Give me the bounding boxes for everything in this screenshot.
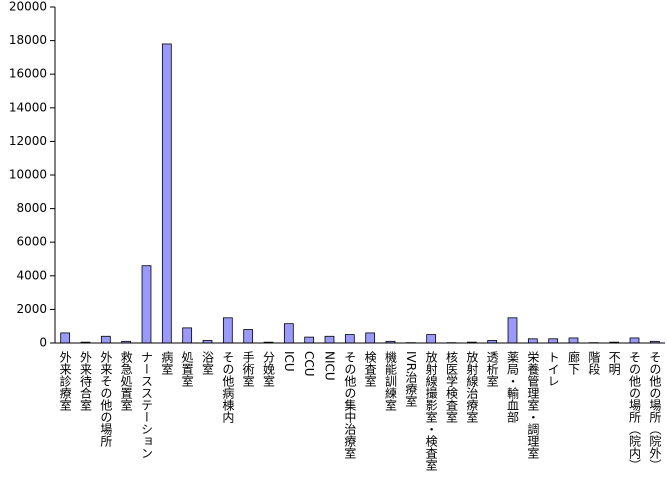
x-tick-label: 外来待合室: [79, 351, 93, 411]
x-tick-label: 分娩室: [262, 351, 276, 387]
bar: [100, 335, 111, 344]
bar: [304, 336, 315, 344]
y-tick-label: 12000: [9, 134, 47, 148]
bar: [161, 43, 172, 344]
bar: [507, 317, 518, 344]
x-tick-label: 機能訓練室: [384, 350, 398, 411]
bar: [283, 323, 294, 344]
x-tick-label: 放射線撮影室・検査室: [424, 350, 438, 471]
y-tick-label: 6000: [16, 235, 47, 249]
x-tick-label: 手術室: [241, 351, 255, 387]
x-tick-label: ナースステーション: [140, 351, 154, 459]
x-tick-label: 処置室: [180, 351, 194, 387]
y-tick-label: 8000: [16, 201, 47, 215]
bar: [629, 337, 640, 344]
bar: [527, 338, 538, 344]
x-tick-label: 放射線治療室: [465, 350, 479, 423]
y-tick-label: 2000: [16, 302, 47, 316]
bar: [141, 265, 152, 344]
y-tick-label: 20000: [9, 0, 47, 14]
x-tick-label: 外来その他の場所: [99, 351, 113, 447]
bar: [324, 335, 335, 344]
x-tick-label: その他の場所（院内）: [628, 351, 642, 471]
x-tick-label: CCU: [302, 351, 316, 377]
x-tick-label: 外来診療室: [58, 351, 72, 411]
x-tick-label: 病室: [160, 350, 174, 375]
x-tick-label: その他病棟内: [221, 351, 235, 423]
y-tick-label: 16000: [9, 67, 47, 81]
y-tick-label: 14000: [9, 100, 47, 114]
x-tick-label: 浴室: [201, 351, 215, 375]
x-tick-label: ICU: [282, 351, 296, 372]
y-tick-label: 18000: [9, 33, 47, 47]
bar: [426, 334, 437, 344]
bar: [60, 332, 71, 344]
x-tick-label: 透析室: [485, 351, 499, 387]
y-tick-label: 0: [39, 336, 47, 350]
bar: [568, 337, 579, 344]
x-tick-label: トイレ: [546, 351, 560, 387]
y-tick-label: 4000: [16, 268, 47, 282]
bar: [365, 332, 376, 344]
x-tick-label: その他の集中治療室: [343, 351, 357, 459]
x-tick-label: IVR治療室: [404, 351, 418, 407]
y-tick-label: 10000: [9, 168, 47, 182]
x-tick-label: その他の場所（院外）: [648, 351, 662, 471]
bar: [548, 338, 559, 344]
bar: [182, 327, 193, 344]
x-tick-label: 廊下: [567, 350, 581, 375]
x-tick-label: 核医学検査室: [445, 351, 459, 423]
x-tick-label: NICU: [323, 351, 337, 381]
bar: [222, 317, 233, 344]
x-tick-label: 薬局・輸血部: [506, 351, 520, 423]
bar: [344, 334, 355, 344]
x-tick-label: 検査室: [363, 351, 377, 387]
x-tick-label: 階段: [587, 350, 601, 376]
x-tick-label: 不明: [607, 351, 621, 376]
x-tick-label: 救急処置室: [119, 350, 133, 411]
x-tick-label: 栄養管理室・調理室: [526, 351, 540, 459]
bar: [243, 329, 254, 344]
